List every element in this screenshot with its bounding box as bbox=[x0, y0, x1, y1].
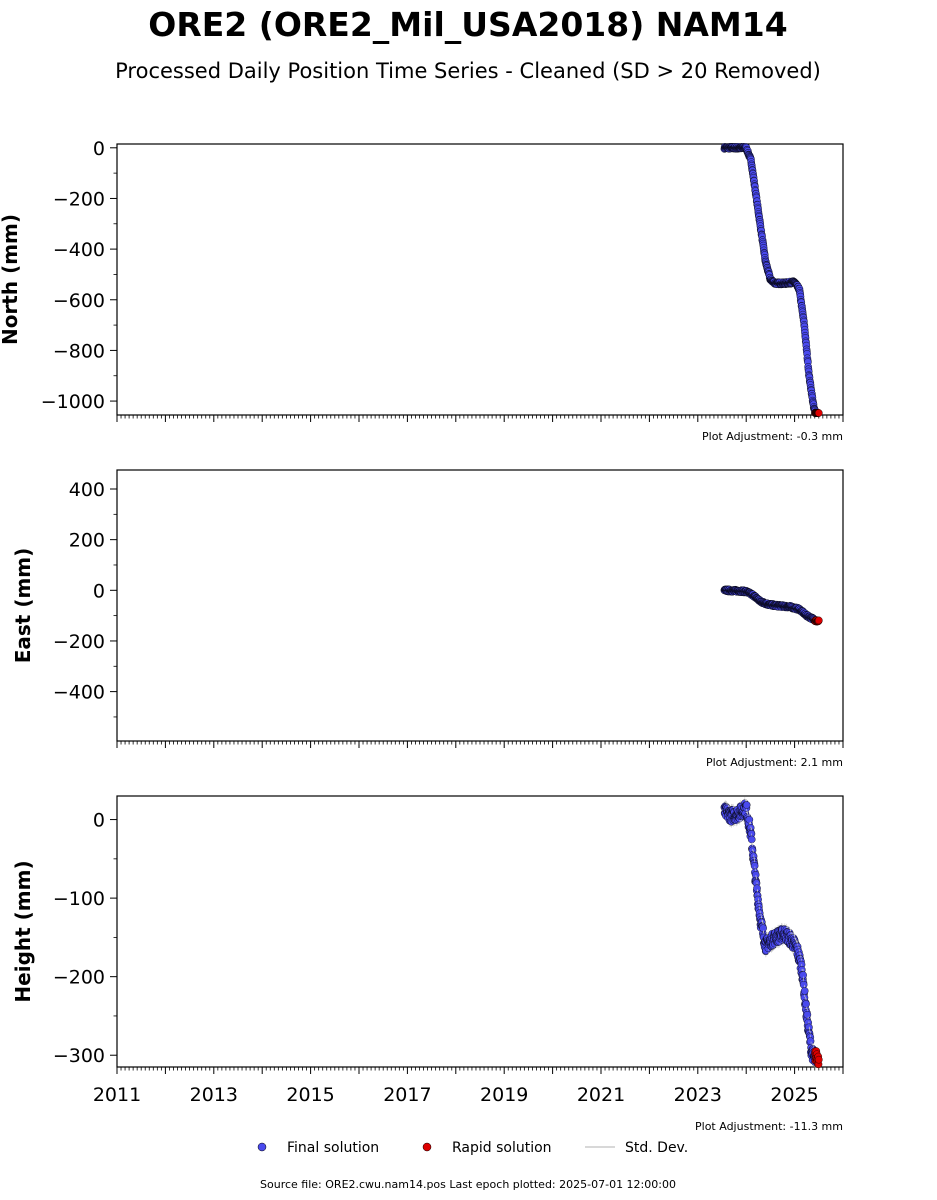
chart-subtitle: Processed Daily Position Time Series - C… bbox=[115, 59, 821, 83]
x-tick-label: 2019 bbox=[480, 1084, 528, 1106]
north-ytick-label: −800 bbox=[53, 340, 105, 362]
east-ytick-label: −400 bbox=[53, 682, 105, 704]
north-ytick-label: −600 bbox=[53, 290, 105, 312]
legend-rapid-marker bbox=[422, 1142, 432, 1152]
north-rapid-point bbox=[815, 409, 823, 417]
height-ytick-label: 0 bbox=[93, 810, 105, 832]
x-tick-label: 2011 bbox=[93, 1084, 141, 1106]
height-final-point bbox=[800, 987, 809, 995]
height-final-point bbox=[742, 801, 751, 809]
north-frame bbox=[116, 143, 844, 416]
x-tick-label: 2013 bbox=[190, 1084, 238, 1106]
height-adjustment: Plot Adjustment: -11.3 mm bbox=[695, 1120, 843, 1133]
legend-std-label: Std. Dev. bbox=[625, 1140, 688, 1156]
x-tick-label: 2015 bbox=[286, 1084, 334, 1106]
east-rapid-point bbox=[815, 616, 823, 625]
north-ytick-label: −400 bbox=[53, 239, 105, 261]
height-ytick-label: −300 bbox=[53, 1045, 105, 1067]
source-footer: Source file: ORE2.cwu.nam14.pos Last epo… bbox=[260, 1178, 676, 1191]
height-final-point bbox=[747, 835, 756, 844]
east-panel: 400 200 0 −200 −400 East (mm) Plot Adjustment:… bbox=[11, 469, 844, 769]
x-tick-label: 2021 bbox=[577, 1084, 625, 1106]
legend-rapid-label: Rapid solution bbox=[452, 1140, 552, 1156]
height-final-point bbox=[802, 1000, 810, 1008]
east-ylabel: East (mm) bbox=[11, 548, 35, 664]
legend-final-marker bbox=[257, 1142, 267, 1152]
north-ytick-label: −1000 bbox=[41, 391, 105, 413]
chart-title: ORE2 (ORE2_Mil_USA2018) NAM14 bbox=[148, 5, 787, 44]
north-panel: 0 −200 −400 −600 −800 −1000 North (mm) Plot Adj… bbox=[0, 138, 844, 443]
north-ytick-label: 0 bbox=[93, 138, 105, 160]
east-ytick-label: 200 bbox=[69, 530, 105, 552]
height-ytick-label: −200 bbox=[53, 967, 105, 989]
legend: Final solution Rapid solution Std. Dev. bbox=[257, 1140, 688, 1156]
height-final-point bbox=[745, 815, 754, 824]
east-adjustment: Plot Adjustment: 2.1 mm bbox=[706, 756, 843, 769]
east-ytick-label: −200 bbox=[53, 631, 105, 653]
height-final-point bbox=[799, 980, 808, 989]
x-tick-label: 2017 bbox=[383, 1084, 431, 1106]
legend-final-label: Final solution bbox=[287, 1140, 379, 1156]
height-final-point bbox=[803, 1010, 812, 1019]
height-ylabel: Height (mm) bbox=[11, 860, 35, 1002]
east-frame bbox=[116, 469, 844, 742]
height-rapid-point bbox=[815, 1055, 823, 1064]
height-ytick-label: −100 bbox=[53, 888, 105, 910]
north-ytick-label: −200 bbox=[53, 188, 105, 210]
x-tick-label: 2023 bbox=[674, 1084, 722, 1106]
x-tick-label: 2025 bbox=[770, 1084, 818, 1106]
height-panel: 0 −100 −200 −300 Height (mm) Plot Adjustment:… bbox=[11, 795, 844, 1133]
north-ylabel: North (mm) bbox=[0, 214, 22, 345]
east-ytick-label: 400 bbox=[69, 479, 105, 501]
north-adjustment: Plot Adjustment: -0.3 mm bbox=[702, 430, 843, 443]
east-ytick-label: 0 bbox=[93, 580, 105, 602]
height-frame bbox=[116, 795, 844, 1068]
